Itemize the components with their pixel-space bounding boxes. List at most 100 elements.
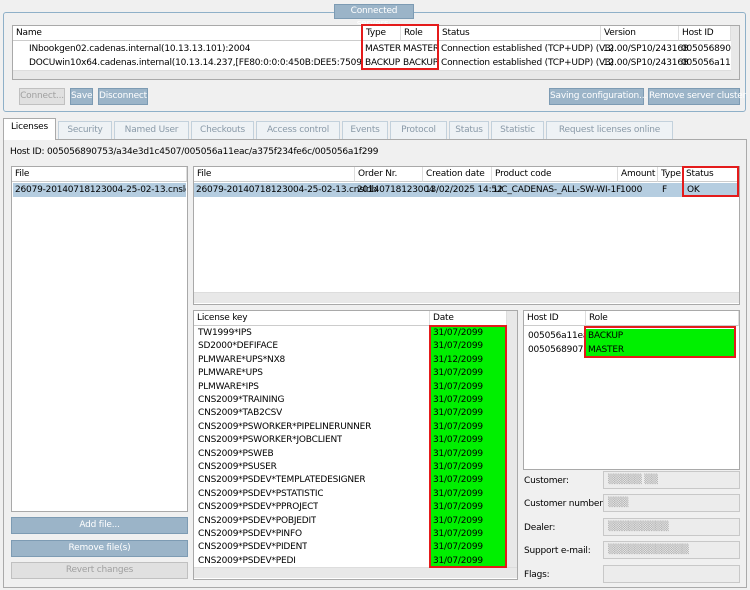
license-key-cell: CNS2009*PSDEV*PEDI: [198, 555, 296, 566]
license-keys-table: License key Date TW1999*IPS 31/07/2099 SD2…: [193, 310, 518, 580]
file-list: File 26079-20140718123004-25-02-13.cnsld…: [11, 166, 188, 512]
license-key-row[interactable]: CNS2009*PSWORKER*PIPELINERUNNER 31/07/209…: [194, 420, 507, 435]
col-type[interactable]: Type: [363, 26, 401, 41]
license-date-cell: 31/07/2099: [431, 474, 506, 489]
license-key-row[interactable]: CNS2009*PSWORKER*JOBCLIENT 31/07/2099: [194, 434, 507, 449]
tab-named-user[interactable]: Named User: [114, 121, 189, 139]
license-key-cell: CNS2009*PSDEV*PINFO: [198, 529, 302, 539]
license-key-row[interactable]: CNS2009*PSDEV*TEMPLATEDESIGNER 31/07/2099: [194, 474, 507, 489]
servers-vscrollbar[interactable]: [731, 26, 739, 79]
license-key-row[interactable]: CNS2009*PSDEV*PEDI 31/07/2099: [194, 554, 507, 566]
server-name: DOCUwin10x64.cadenas.internal(10.13.14.2…: [29, 58, 363, 68]
col-status[interactable]: Status: [439, 26, 601, 41]
saving-configuration-button[interactable]: Saving configuration...: [549, 88, 647, 105]
license-key-row[interactable]: PLMWARE*IPS 31/07/2099: [194, 380, 507, 395]
server-version: 12.00/SP10/243168: [603, 58, 689, 68]
col-role[interactable]: Role: [586, 311, 739, 326]
remove-server-cluster-button[interactable]: Remove server cluster: [648, 88, 746, 105]
tab-checkouts[interactable]: Checkouts: [191, 121, 254, 139]
tab-protocol[interactable]: Protocol: [390, 121, 447, 139]
col-creation-date[interactable]: Creation date: [423, 167, 492, 182]
customer-field[interactable]: ▒▒▒▒▒ ▒▒: [603, 471, 740, 489]
tab-security[interactable]: Security: [58, 121, 112, 139]
license-key-row[interactable]: CNS2009*TAB2CSV 31/07/2099: [194, 407, 507, 422]
col-license-key[interactable]: License key: [194, 311, 430, 326]
tab-access-control[interactable]: Access control: [256, 121, 340, 139]
save-button[interactable]: Save: [70, 88, 93, 105]
revert-changes-button[interactable]: Revert changes: [11, 562, 188, 579]
flags-label: Flags:: [524, 570, 550, 580]
col-product-code[interactable]: Product code: [492, 167, 618, 182]
server-status: Connection established (TCP+UDP) (V3): [441, 58, 614, 68]
license-key-row[interactable]: CNS2009*PSDEV*POBJEDIT 31/07/2099: [194, 514, 507, 529]
connect-button[interactable]: Connect...: [19, 88, 65, 105]
license-key-rows: TW1999*IPS 31/07/2099 SD2000*DEFIFACE 31/07…: [194, 327, 507, 566]
remove-files-button[interactable]: Remove file(s): [11, 540, 188, 557]
col-order-nr[interactable]: Order Nr.: [355, 167, 423, 182]
dealer-field[interactable]: ▒▒▒▒▒▒▒▒▒: [603, 518, 740, 536]
col-date[interactable]: Date: [430, 311, 507, 326]
license-files-hscrollbar[interactable]: [194, 292, 739, 303]
license-key-row[interactable]: SD2000*DEFIFACE 31/07/2099: [194, 340, 507, 355]
cell-amount: 1000: [620, 185, 643, 195]
license-key-cell: CNS2009*PSUSER: [198, 462, 277, 472]
support-email-field[interactable]: ▒▒▒▒▒▒▒▒▒▒▒▒: [603, 541, 740, 559]
tab-statistic[interactable]: Statistic: [491, 121, 544, 139]
hosts-table: Host ID Role 005056a11eac BACKUP 0050568…: [523, 310, 740, 470]
license-date-cell: 31/07/2099: [431, 407, 506, 422]
license-date-cell: 31/07/2099: [431, 447, 506, 462]
col-file[interactable]: File: [12, 167, 187, 182]
flags-field[interactable]: [603, 565, 740, 583]
license-file-row[interactable]: 26079-20140718123004-25-02-13.cnsldb 201…: [194, 183, 739, 197]
license-key-row[interactable]: CNS2009*PSDEV*PPROJECT 31/07/2099: [194, 501, 507, 516]
server-host-id: 005056a11e: [681, 58, 731, 68]
license-key-row[interactable]: CNS2009*PSUSER 31/07/2099: [194, 461, 507, 475]
cell-product: LIC_CADENAS-_ALL-SW-WI-1F: [494, 185, 621, 195]
license-key-cell: CNS2009*TAB2CSV: [198, 408, 283, 419]
license-key-cell: PLMWARE*IPS: [198, 381, 259, 392]
col-name[interactable]: Name: [13, 26, 363, 41]
license-key-row[interactable]: PLMWARE*UPS*NX8 31/12/2099: [194, 353, 507, 368]
col-type[interactable]: Type: [658, 167, 683, 182]
disconnect-button[interactable]: Disconnect: [98, 88, 148, 105]
license-date-cell: 31/07/2099: [431, 367, 506, 382]
license-date-cell: 31/12/2099: [431, 353, 506, 368]
col-version[interactable]: Version: [601, 26, 679, 41]
server-name: INbookgen02.cadenas.internal(10.13.13.10…: [29, 44, 251, 54]
tab-status[interactable]: Status: [449, 121, 489, 139]
col-amount[interactable]: Amount: [618, 167, 658, 182]
servers-hscrollbar[interactable]: [13, 70, 731, 79]
license-key-row[interactable]: TW1999*IPS 31/07/2099: [194, 327, 507, 341]
tab-request-licenses-online[interactable]: Request licenses online: [546, 121, 673, 139]
license-date-cell: 31/07/2099: [431, 541, 506, 556]
tab-events[interactable]: Events: [342, 121, 388, 139]
cell-file: 26079-20140718123004-25-02-13.cnsldb: [196, 185, 378, 195]
license-date-cell: 31/07/2099: [431, 528, 506, 542]
col-status[interactable]: Status: [683, 167, 739, 182]
license-key-cell: CNS2009*PSWORKER*PIPELINERUNNER: [198, 421, 372, 432]
license-key-cell: CNS2009*PSDEV*PSTATISTIC: [198, 488, 324, 499]
license-keys-hscrollbar[interactable]: [194, 567, 517, 578]
license-date-cell: 31/07/2099: [431, 340, 506, 355]
col-file[interactable]: File: [194, 167, 355, 182]
license-files-table: File Order Nr. Creation date Product cod…: [193, 166, 740, 305]
license-key-row[interactable]: PLMWARE*UPS 31/07/2099: [194, 367, 507, 382]
col-role[interactable]: Role: [401, 26, 439, 41]
server-type: MASTER: [365, 44, 401, 54]
server-status: Connection established (TCP+UDP) (V3): [441, 44, 614, 54]
license-date-cell: 31/07/2099: [431, 327, 506, 341]
tab-licenses[interactable]: Licenses: [3, 118, 56, 140]
cell-type: F: [662, 185, 667, 195]
license-key-row[interactable]: CNS2009*PSDEV*PSTATISTIC 31/07/2099: [194, 487, 507, 502]
customer-number-field[interactable]: ▒▒▒: [603, 494, 740, 512]
add-file-button[interactable]: Add file...: [11, 517, 188, 534]
license-key-row[interactable]: CNS2009*PSDEV*PINFO 31/07/2099: [194, 528, 507, 542]
license-key-row[interactable]: CNS2009*PSDEV*PIDENT 31/07/2099: [194, 541, 507, 556]
license-key-row[interactable]: CNS2009*TRAINING 31/07/2099: [194, 394, 507, 408]
license-keys-vscrollbar[interactable]: [507, 311, 517, 567]
col-host-id[interactable]: Host ID: [679, 26, 731, 41]
license-key-row[interactable]: CNS2009*PSWEB 31/07/2099: [194, 447, 507, 462]
server-host-id: 0050568907: [681, 44, 731, 54]
col-host-id[interactable]: Host ID: [524, 311, 586, 326]
file-item[interactable]: 26079-20140718123004-25-02-13.cnsldb: [13, 183, 186, 197]
